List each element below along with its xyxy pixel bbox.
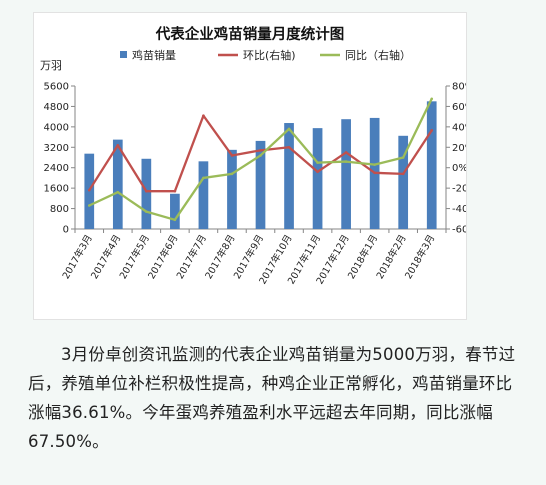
y2-tick-label: 20%	[452, 143, 466, 154]
series-point-1	[344, 151, 348, 154]
y2-tick-label: 60%	[452, 102, 466, 113]
series-point-1	[373, 171, 376, 175]
series-point-1	[401, 172, 405, 176]
bar	[284, 123, 294, 229]
y-tick-label: 3200	[44, 143, 69, 154]
series-point-1	[230, 154, 234, 157]
series-point-2	[259, 154, 262, 157]
caption-paragraph: 3月份卓创资讯监测的代表企业鸡苗销量为5000万羽，春节过后，养殖单位补栏积极性…	[28, 345, 516, 451]
y2-tick-label: 80%	[452, 82, 466, 93]
legend: 鸡苗销量 环比(右轴) 同比（右轴）	[120, 48, 411, 62]
series-point-1	[259, 149, 262, 152]
bar	[426, 101, 437, 229]
bar	[312, 128, 323, 229]
series-point-2	[344, 160, 348, 163]
bar	[112, 139, 123, 229]
bar	[227, 149, 237, 229]
legend-label-2: 同比（右轴）	[345, 48, 411, 62]
series-point-1	[316, 170, 319, 174]
y-tick-label: 4000	[44, 122, 69, 133]
y2-tick-label: 40%	[452, 122, 466, 133]
y-tick-label: 2400	[44, 163, 69, 174]
series-point-2	[116, 190, 120, 194]
series-point-2	[401, 156, 405, 159]
legend-swatch-0	[120, 51, 127, 58]
y-axis-unit-label: 万羽	[40, 59, 62, 72]
legend-label-1: 环比(右轴)	[243, 48, 296, 62]
series-point-1	[287, 145, 291, 149]
bar	[141, 158, 152, 229]
bar	[398, 135, 409, 229]
y-tick-label: 1600	[44, 184, 69, 195]
series-point-2	[87, 204, 91, 207]
series-point-2	[202, 176, 205, 180]
bar	[255, 140, 266, 229]
plot-area: 0 800 1600 2400 3200 4000 4800 5600 80% 60% 40% 20%…	[44, 82, 466, 287]
y-tick-label: 5600	[44, 82, 69, 93]
y2-tick-label: -20%	[452, 184, 466, 195]
chart-card: 代表企业鸡苗销量月度统计图 鸡苗销量 环比(右轴) 同比（右轴） 万羽 0 800 16…	[33, 12, 467, 320]
bar	[170, 193, 180, 229]
series-point-2	[373, 163, 376, 166]
bar	[198, 161, 209, 229]
chart-title: 代表企业鸡苗销量月度统计图	[155, 25, 345, 43]
series-point-1	[116, 143, 120, 147]
chart: 代表企业鸡苗销量月度统计图 鸡苗销量 环比(右轴) 同比（右轴） 万羽 0 800 16…	[40, 25, 466, 287]
y2-tick-label: -60%	[452, 225, 466, 236]
y-tick-label: 800	[50, 204, 69, 215]
legend-label-0: 鸡苗销量	[132, 48, 176, 62]
series-point-1	[173, 189, 177, 193]
series-point-1	[87, 188, 91, 192]
series-point-2	[173, 218, 177, 222]
series-point-2	[287, 127, 291, 131]
y2-tick-label: -40%	[452, 204, 466, 215]
series-point-2	[316, 161, 319, 164]
series-point-2	[230, 172, 234, 176]
bar	[341, 119, 351, 229]
y-tick-label: 4800	[44, 102, 69, 113]
series-point-1	[145, 189, 148, 193]
series-point-1	[202, 114, 205, 117]
series-point-1	[430, 129, 434, 132]
series-point-2	[145, 210, 148, 213]
y-tick-label: 0	[63, 225, 69, 236]
y2-tick-label: 0%	[452, 163, 466, 174]
series-point-2	[430, 97, 434, 101]
